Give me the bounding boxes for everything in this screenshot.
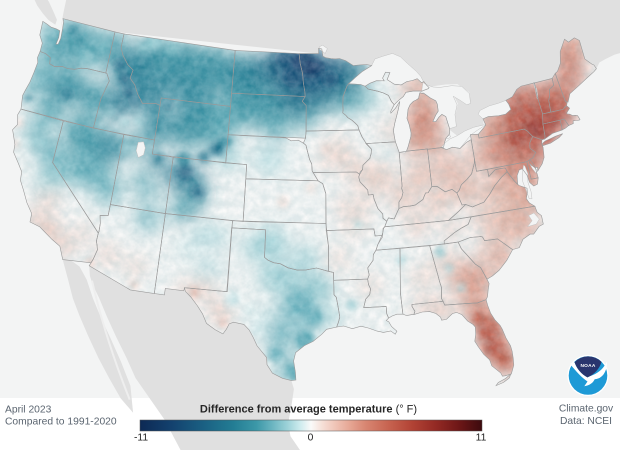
svg-text:NOAA: NOAA <box>580 363 595 369</box>
svg-text:Climate.gov: Climate.gov <box>559 404 614 415</box>
svg-text:Difference from average temper: Difference from average temperature (° F… <box>200 404 417 416</box>
svg-text:April 2023: April 2023 <box>5 405 52 416</box>
svg-text:-11: -11 <box>134 433 148 444</box>
svg-text:11: 11 <box>476 433 487 444</box>
svg-text:Data: NCEI: Data: NCEI <box>560 416 612 427</box>
svg-text:0: 0 <box>308 433 314 444</box>
svg-text:Compared to 1991-2020: Compared to 1991-2020 <box>5 416 117 427</box>
